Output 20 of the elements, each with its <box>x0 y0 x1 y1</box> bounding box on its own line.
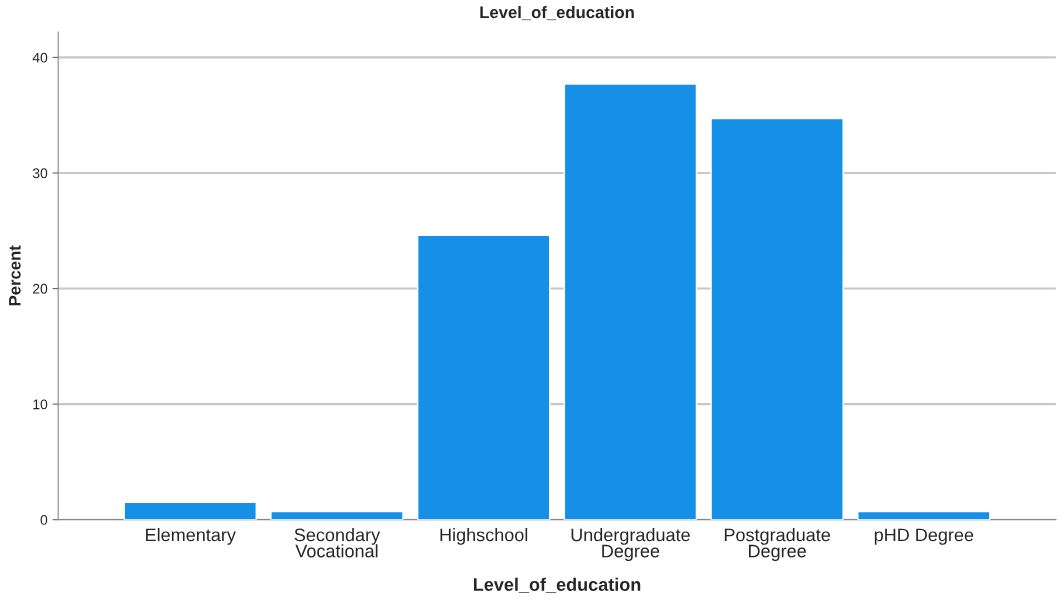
y-tick-label: 0 <box>40 515 48 525</box>
bar <box>563 83 698 520</box>
x-axis-title: Level_of_education <box>473 577 641 593</box>
x-tick-label: pHD Degree <box>874 528 974 545</box>
x-tick-label: Postgraduate Degree <box>724 528 831 562</box>
x-tick-label: Highschool <box>440 528 528 545</box>
y-tick-label: 30 <box>32 168 48 179</box>
bar <box>416 234 551 520</box>
chart-title: Level_of_education <box>480 6 634 21</box>
bar <box>123 501 257 520</box>
x-tick-label: Secondary Vocational <box>294 528 381 558</box>
x-tick-label: Undergraduate Degree <box>571 528 690 562</box>
y-tick-label: 10 <box>33 399 48 410</box>
x-tick-label: Elementary <box>146 528 236 545</box>
y-tick-label: 40 <box>32 52 48 63</box>
y-axis-title: Percent <box>9 245 21 306</box>
bar <box>270 510 404 520</box>
bar <box>710 117 844 520</box>
bar <box>857 510 991 520</box>
y-tick-label: 20 <box>33 283 48 294</box>
